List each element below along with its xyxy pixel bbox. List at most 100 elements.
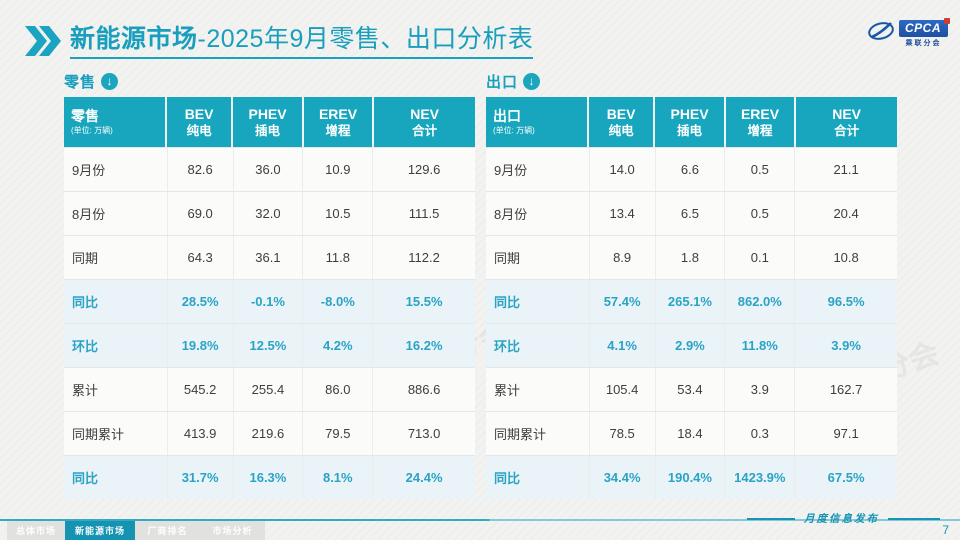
row-label: 环比 <box>494 339 521 354</box>
cell-value: 36.0 <box>232 148 303 191</box>
cell-value: 713.0 <box>372 412 475 455</box>
cpca-logo-text: CPCA <box>898 17 951 37</box>
cell-value: 2.9% <box>654 324 725 367</box>
cell-value: 10.9 <box>302 148 372 191</box>
cell-value: 11.8 <box>302 236 372 279</box>
cpca-logo: CPCA 乘联分会 <box>867 17 951 49</box>
row-label: 8月份 <box>494 207 528 222</box>
page-number: 7 <box>942 523 949 537</box>
cell-value: 64.3 <box>166 236 233 279</box>
table-row: 同期累计 413.9 219.6 79.5 713.0 <box>64 411 475 455</box>
cell-value: 14.0 <box>588 148 655 191</box>
cell-value: 3.9% <box>794 324 897 367</box>
cell-value: 19.8% <box>166 324 233 367</box>
row-label: 环比 <box>72 339 99 354</box>
retail-table-body: 9月份 82.6 36.0 10.9 129.6 8月份 69.0 32.0 10.5 111.5… <box>64 147 475 499</box>
cell-value: 6.6 <box>654 148 725 191</box>
column-header-nev: NEV 合计 <box>794 97 897 147</box>
row-label: 同比 <box>494 471 521 486</box>
column-header-phev: PHEV 插电 <box>231 97 301 147</box>
export-table-header: 出口 (单位: 万辆) BEV 纯电 PHEV 插电 EREV 增程 NEV <box>486 97 897 147</box>
down-arrow-circle-icon: ↓ <box>101 72 119 90</box>
footer-caption: 月度信息发布 <box>747 511 940 526</box>
cell-value: 129.6 <box>372 148 475 191</box>
table-row: 同比 31.7% 16.3% 8.1% 24.4% <box>64 455 475 499</box>
row-label: 8月份 <box>72 207 106 222</box>
retail-section-header: 零售 ↓ <box>64 70 475 92</box>
table-row: 累计 105.4 53.4 3.9 162.7 <box>486 367 897 411</box>
cpca-logo-subtext: 乘联分会 <box>905 39 942 47</box>
row-label: 同比 <box>494 295 521 310</box>
cell-value: 545.2 <box>166 368 233 411</box>
column-header-bev: BEV 纯电 <box>164 97 231 147</box>
cell-value: 28.5% <box>166 280 233 323</box>
export-table: 出口 (单位: 万辆) BEV 纯电 PHEV 插电 EREV 增程 NEV <box>486 97 897 499</box>
table-row: 环比 4.1% 2.9% 11.8% 3.9% <box>486 323 897 367</box>
column-header-phev: PHEV 插电 <box>653 97 723 147</box>
footer-caption-text: 月度信息发布 <box>804 513 879 525</box>
export-section-label: 出口 <box>486 73 519 91</box>
footer-nav-tabs: 总体市场 新能源市场 厂商排名 市场分析 <box>7 521 265 540</box>
tab-nev-market[interactable]: 新能源市场 <box>65 521 135 540</box>
footer-divider-line <box>0 519 960 521</box>
cell-value: 86.0 <box>302 368 372 411</box>
cell-value: -0.1% <box>232 280 303 323</box>
cell-value: 8.9 <box>588 236 655 279</box>
cell-value: 862.0% <box>724 280 794 323</box>
cell-value: 67.5% <box>794 456 897 499</box>
export-header-corner: 出口 (单位: 万辆) <box>493 108 535 135</box>
cell-value: 69.0 <box>166 192 233 235</box>
retail-header-corner: 零售 (单位: 万辆) <box>71 108 113 135</box>
table-row: 同期 8.9 1.8 0.1 10.8 <box>486 235 897 279</box>
row-label: 9月份 <box>72 163 106 178</box>
cell-value: 265.1% <box>654 280 725 323</box>
cell-value: 162.7 <box>794 368 897 411</box>
cell-value: 1.8 <box>654 236 725 279</box>
cell-value: 15.5% <box>372 280 475 323</box>
unit-label: (单位: 万辆) <box>71 126 113 135</box>
slide-header: 新能源市场-2025年9月零售、出口分析表 <box>25 24 534 61</box>
cell-value: 32.0 <box>232 192 303 235</box>
row-label: 同期累计 <box>494 427 547 442</box>
tab-oem-ranking[interactable]: 厂商排名 <box>147 526 188 536</box>
cell-value: 24.4% <box>372 456 475 499</box>
cell-value: -8.0% <box>302 280 372 323</box>
retail-table-header: 零售 (单位: 万辆) BEV 纯电 PHEV 插电 EREV 增程 NEV <box>64 97 475 147</box>
cell-value: 0.3 <box>724 412 794 455</box>
row-label: 累计 <box>72 383 99 398</box>
cell-value: 10.5 <box>302 192 372 235</box>
row-label: 累计 <box>494 383 521 398</box>
row-label: 同比 <box>72 471 99 486</box>
cell-value: 20.4 <box>794 192 897 235</box>
cell-value: 97.1 <box>794 412 897 455</box>
page-title-prefix: 新能源市场 <box>70 25 198 53</box>
column-header-erev: EREV 增程 <box>723 97 794 147</box>
cell-value: 82.6 <box>166 148 233 191</box>
column-header-nev: NEV 合计 <box>372 97 475 147</box>
cell-value: 34.4% <box>588 456 655 499</box>
cell-value: 105.4 <box>588 368 655 411</box>
row-label: 同期 <box>494 251 521 266</box>
cell-value: 57.4% <box>588 280 655 323</box>
row-label: 同期累计 <box>72 427 125 442</box>
cpca-swoosh-icon <box>867 18 895 49</box>
cell-value: 78.5 <box>588 412 655 455</box>
export-section-header: 出口 ↓ <box>486 70 897 92</box>
column-header-bev: BEV 纯电 <box>586 97 653 147</box>
cell-value: 4.2% <box>302 324 372 367</box>
cell-value: 21.1 <box>794 148 897 191</box>
cell-value: 111.5 <box>372 192 475 235</box>
cell-value: 1423.9% <box>724 456 794 499</box>
tab-overall-market[interactable]: 总体市场 <box>15 526 56 536</box>
tab-market-analysis[interactable]: 市场分析 <box>212 526 253 536</box>
cell-value: 10.8 <box>794 236 897 279</box>
row-label: 同比 <box>72 295 99 310</box>
page-title-suffix: -2025年9月零售、出口分析表 <box>197 25 534 53</box>
cell-value: 18.4 <box>654 412 725 455</box>
row-label: 同期 <box>72 251 99 266</box>
table-row: 累计 545.2 255.4 86.0 886.6 <box>64 367 475 411</box>
cell-value: 0.5 <box>724 192 794 235</box>
cell-value: 112.2 <box>372 236 475 279</box>
cell-value: 96.5% <box>794 280 897 323</box>
